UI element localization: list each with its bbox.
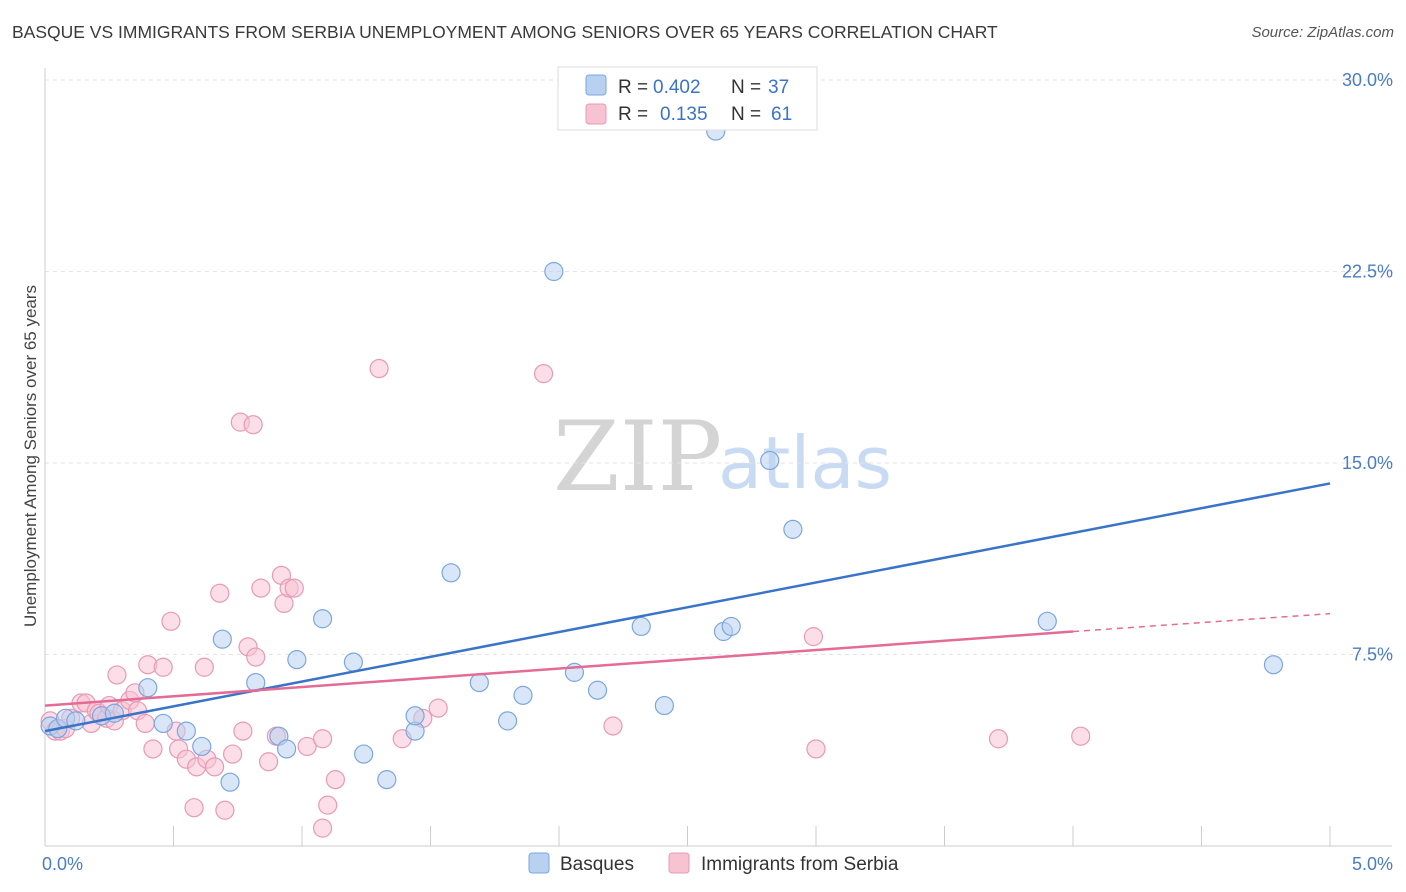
serbia-point-57	[803, 627, 824, 647]
basques-point-19	[377, 770, 397, 790]
basques-point-25	[513, 685, 533, 705]
serbia-point-33	[223, 744, 243, 764]
serbia-point-56	[603, 716, 623, 736]
basques-point-29	[631, 616, 651, 637]
serbia-point-38	[246, 647, 266, 667]
legend-r-value-serbia: 0.135	[660, 104, 708, 125]
x-ticks	[173, 826, 1331, 846]
basques-point-36	[1037, 611, 1057, 631]
basques-point-14	[276, 739, 297, 759]
serbia-point-59	[988, 729, 1009, 749]
serbia-point-26	[184, 798, 204, 818]
basques-point-28	[587, 680, 608, 700]
serbia-point-28	[194, 657, 214, 677]
bottom-legend: Basques Immigrants from Serbia	[528, 852, 899, 875]
bottom-legend-swatch-basques	[528, 852, 550, 874]
basques-point-21	[405, 706, 425, 726]
legend-r-label-serbia: R =	[618, 104, 648, 125]
y-tick-label-1: 15.0%	[1342, 453, 1393, 473]
basques-point-26	[544, 261, 564, 282]
serbia-point-50	[325, 770, 346, 790]
serbia-point-48	[312, 818, 333, 838]
basques-point-10	[212, 629, 232, 649]
serbia-point-51	[369, 358, 389, 379]
source-label: Source: ZipAtlas.com	[1251, 24, 1394, 41]
basques-point-8	[176, 721, 196, 741]
basques-point-37	[1263, 655, 1284, 675]
serbia-point-32	[215, 800, 235, 820]
legend-r-label-basques: R =	[618, 77, 648, 98]
legend-swatch-serbia	[585, 103, 607, 125]
serbia-point-45	[284, 578, 304, 598]
serbia-point-30	[205, 757, 225, 777]
series-basques-points	[40, 121, 1284, 792]
basques-point-22	[441, 563, 461, 583]
basques-point-33	[721, 616, 741, 637]
legend-n-label-serbia: N =	[731, 104, 761, 125]
serbia-point-31	[210, 583, 230, 603]
serbia-point-39	[251, 578, 271, 598]
serbia-point-58	[806, 739, 826, 759]
basques-point-17	[343, 652, 363, 672]
serbia-point-40	[258, 752, 279, 772]
serbia-point-22	[161, 611, 181, 631]
serbia-point-47	[312, 729, 333, 749]
watermark-zip: ZIP	[553, 401, 722, 513]
serbia-point-60	[1071, 726, 1091, 746]
legend-n-value-basques: 37	[768, 77, 789, 98]
legend-swatch-basques	[585, 74, 607, 96]
basques-point-9	[192, 736, 212, 757]
basques-point-11	[220, 772, 240, 792]
bottom-legend-swatch-serbia	[668, 852, 690, 874]
gridlines	[45, 79, 1392, 655]
y-tick-label-3: 30.0%	[1342, 70, 1393, 90]
y-tick-label-2: 22.5%	[1342, 262, 1393, 282]
legend-n-value-serbia: 61	[771, 104, 792, 125]
legend-r-value-basques: 0.402	[653, 77, 701, 98]
serbia-point-13	[107, 665, 127, 685]
basques-point-34	[760, 450, 780, 471]
trend-line-serbia-extension	[1072, 612, 1331, 633]
serbia-point-35	[233, 721, 253, 741]
bottom-legend-label-serbia: Immigrants from Serbia	[701, 854, 899, 875]
bottom-legend-label-basques: Basques	[560, 854, 634, 875]
basques-point-35	[783, 519, 803, 539]
y-axis-label: Unemployment Among Seniors over 65 years	[21, 285, 40, 627]
basques-point-7	[153, 713, 173, 734]
y-tick-label-0: 7.5%	[1352, 645, 1393, 665]
serbia-point-49	[318, 795, 338, 815]
x-tick-label-max: 5.0%	[1352, 854, 1393, 874]
serbia-point-20	[143, 739, 163, 759]
basques-point-18	[354, 744, 374, 764]
legend: R = 0.402 N = 37 R = 0.135 N = 61	[557, 66, 818, 131]
serbia-point-37	[243, 415, 263, 435]
serbia-point-54	[428, 698, 448, 718]
legend-n-label-basques: N =	[731, 77, 761, 98]
y-ticks: 7.5% 15.0% 22.5% 30.0%	[1342, 70, 1393, 665]
basques-point-6	[138, 678, 158, 698]
chart-title: BASQUE VS IMMIGRANTS FROM SERBIA UNEMPLO…	[12, 22, 998, 42]
trend-line-basques	[44, 482, 1331, 733]
serbia-point-18	[135, 713, 155, 734]
basques-point-24	[498, 711, 518, 731]
serbia-point-21	[153, 657, 173, 677]
trend-line-serbia	[44, 630, 1074, 707]
basques-point-23	[469, 672, 489, 693]
trend-lines	[44, 482, 1331, 733]
basques-point-16	[312, 609, 333, 629]
serbia-point-55	[533, 364, 554, 384]
serbia-point-46	[297, 736, 317, 757]
basques-point-30	[654, 695, 674, 716]
basques-point-15	[287, 650, 307, 670]
x-tick-label-min: 0.0%	[42, 854, 83, 874]
